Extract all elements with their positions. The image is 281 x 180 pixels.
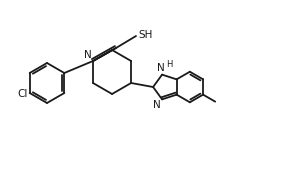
Text: SH: SH <box>138 30 152 40</box>
Text: Cl: Cl <box>17 89 28 99</box>
Text: N: N <box>84 50 92 60</box>
Text: N: N <box>153 100 161 110</box>
Text: H: H <box>166 60 173 69</box>
Text: N: N <box>157 63 165 73</box>
